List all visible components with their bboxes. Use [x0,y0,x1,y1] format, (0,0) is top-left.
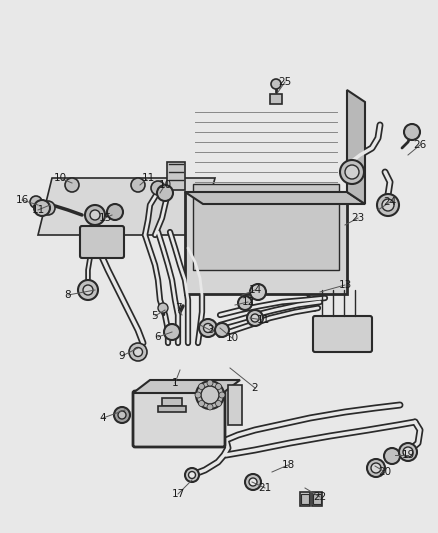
Polygon shape [347,90,365,204]
Circle shape [238,296,252,310]
Bar [167,162,185,190]
Bar [270,94,282,104]
Circle shape [371,463,381,473]
Circle shape [245,474,261,490]
Bar [228,385,242,425]
Circle shape [403,447,413,457]
Circle shape [384,448,400,464]
Circle shape [340,160,364,184]
Text: 6: 6 [155,332,161,342]
Circle shape [250,284,266,300]
FancyBboxPatch shape [133,391,225,447]
Bar [313,494,321,504]
Circle shape [118,411,126,419]
Circle shape [90,210,100,220]
Circle shape [65,178,79,192]
Circle shape [345,165,359,179]
Circle shape [78,280,98,300]
Circle shape [131,178,145,192]
Text: 21: 21 [258,483,272,493]
Circle shape [271,79,281,89]
Text: 13: 13 [339,280,352,290]
Circle shape [404,124,420,140]
Circle shape [83,285,93,295]
Circle shape [399,443,417,461]
Text: 7: 7 [175,303,181,313]
Text: 2: 2 [252,383,258,393]
Circle shape [41,201,55,215]
Circle shape [185,468,199,482]
Circle shape [367,459,385,477]
Circle shape [382,199,394,211]
Text: 11: 11 [32,205,45,215]
Bar [193,184,339,270]
Circle shape [249,478,257,486]
Circle shape [85,205,105,225]
Polygon shape [185,192,365,204]
Text: 10: 10 [226,333,239,343]
Text: 5: 5 [152,311,158,321]
Circle shape [134,348,142,357]
FancyBboxPatch shape [313,316,372,352]
Circle shape [215,323,229,337]
Circle shape [196,381,224,409]
Bar [300,492,310,506]
Text: 8: 8 [65,290,71,300]
Circle shape [215,384,222,390]
Polygon shape [133,380,240,393]
Circle shape [207,404,213,410]
Text: 3: 3 [207,325,213,335]
Circle shape [199,319,217,337]
Circle shape [377,194,399,216]
Bar [312,492,322,506]
Circle shape [188,472,195,479]
Circle shape [219,392,225,398]
Circle shape [247,310,263,326]
Text: 25: 25 [279,77,292,87]
Circle shape [151,181,165,195]
Text: 20: 20 [378,467,392,477]
Circle shape [34,200,50,216]
Text: 14: 14 [248,285,261,295]
Circle shape [114,407,130,423]
Polygon shape [38,178,215,235]
Bar [158,406,186,412]
Circle shape [207,380,213,386]
Circle shape [30,196,42,208]
Text: 9: 9 [119,351,125,361]
Text: 1: 1 [172,378,178,388]
FancyBboxPatch shape [80,226,124,258]
Bar [301,494,309,504]
Circle shape [195,392,201,398]
Text: 22: 22 [313,492,327,502]
Circle shape [157,185,173,201]
Text: 11: 11 [141,173,155,183]
Text: 23: 23 [351,213,364,223]
Text: 12: 12 [241,297,254,307]
Text: 10: 10 [53,173,67,183]
Circle shape [215,400,222,407]
Circle shape [251,314,259,322]
Circle shape [158,303,168,313]
Text: 11: 11 [256,315,270,325]
Bar [185,192,347,294]
Circle shape [129,343,147,361]
Text: 15: 15 [99,213,112,223]
Text: 24: 24 [383,197,397,207]
Bar [162,398,182,406]
Text: 10: 10 [159,180,172,190]
Text: 4: 4 [100,413,106,423]
Circle shape [204,324,212,333]
Circle shape [164,324,180,340]
Circle shape [201,386,219,404]
Circle shape [198,400,205,407]
Circle shape [198,384,205,390]
Text: 19: 19 [401,450,415,460]
Text: 16: 16 [15,195,28,205]
Text: 18: 18 [281,460,295,470]
Circle shape [107,204,123,220]
Text: 17: 17 [171,489,185,499]
Text: 26: 26 [413,140,427,150]
